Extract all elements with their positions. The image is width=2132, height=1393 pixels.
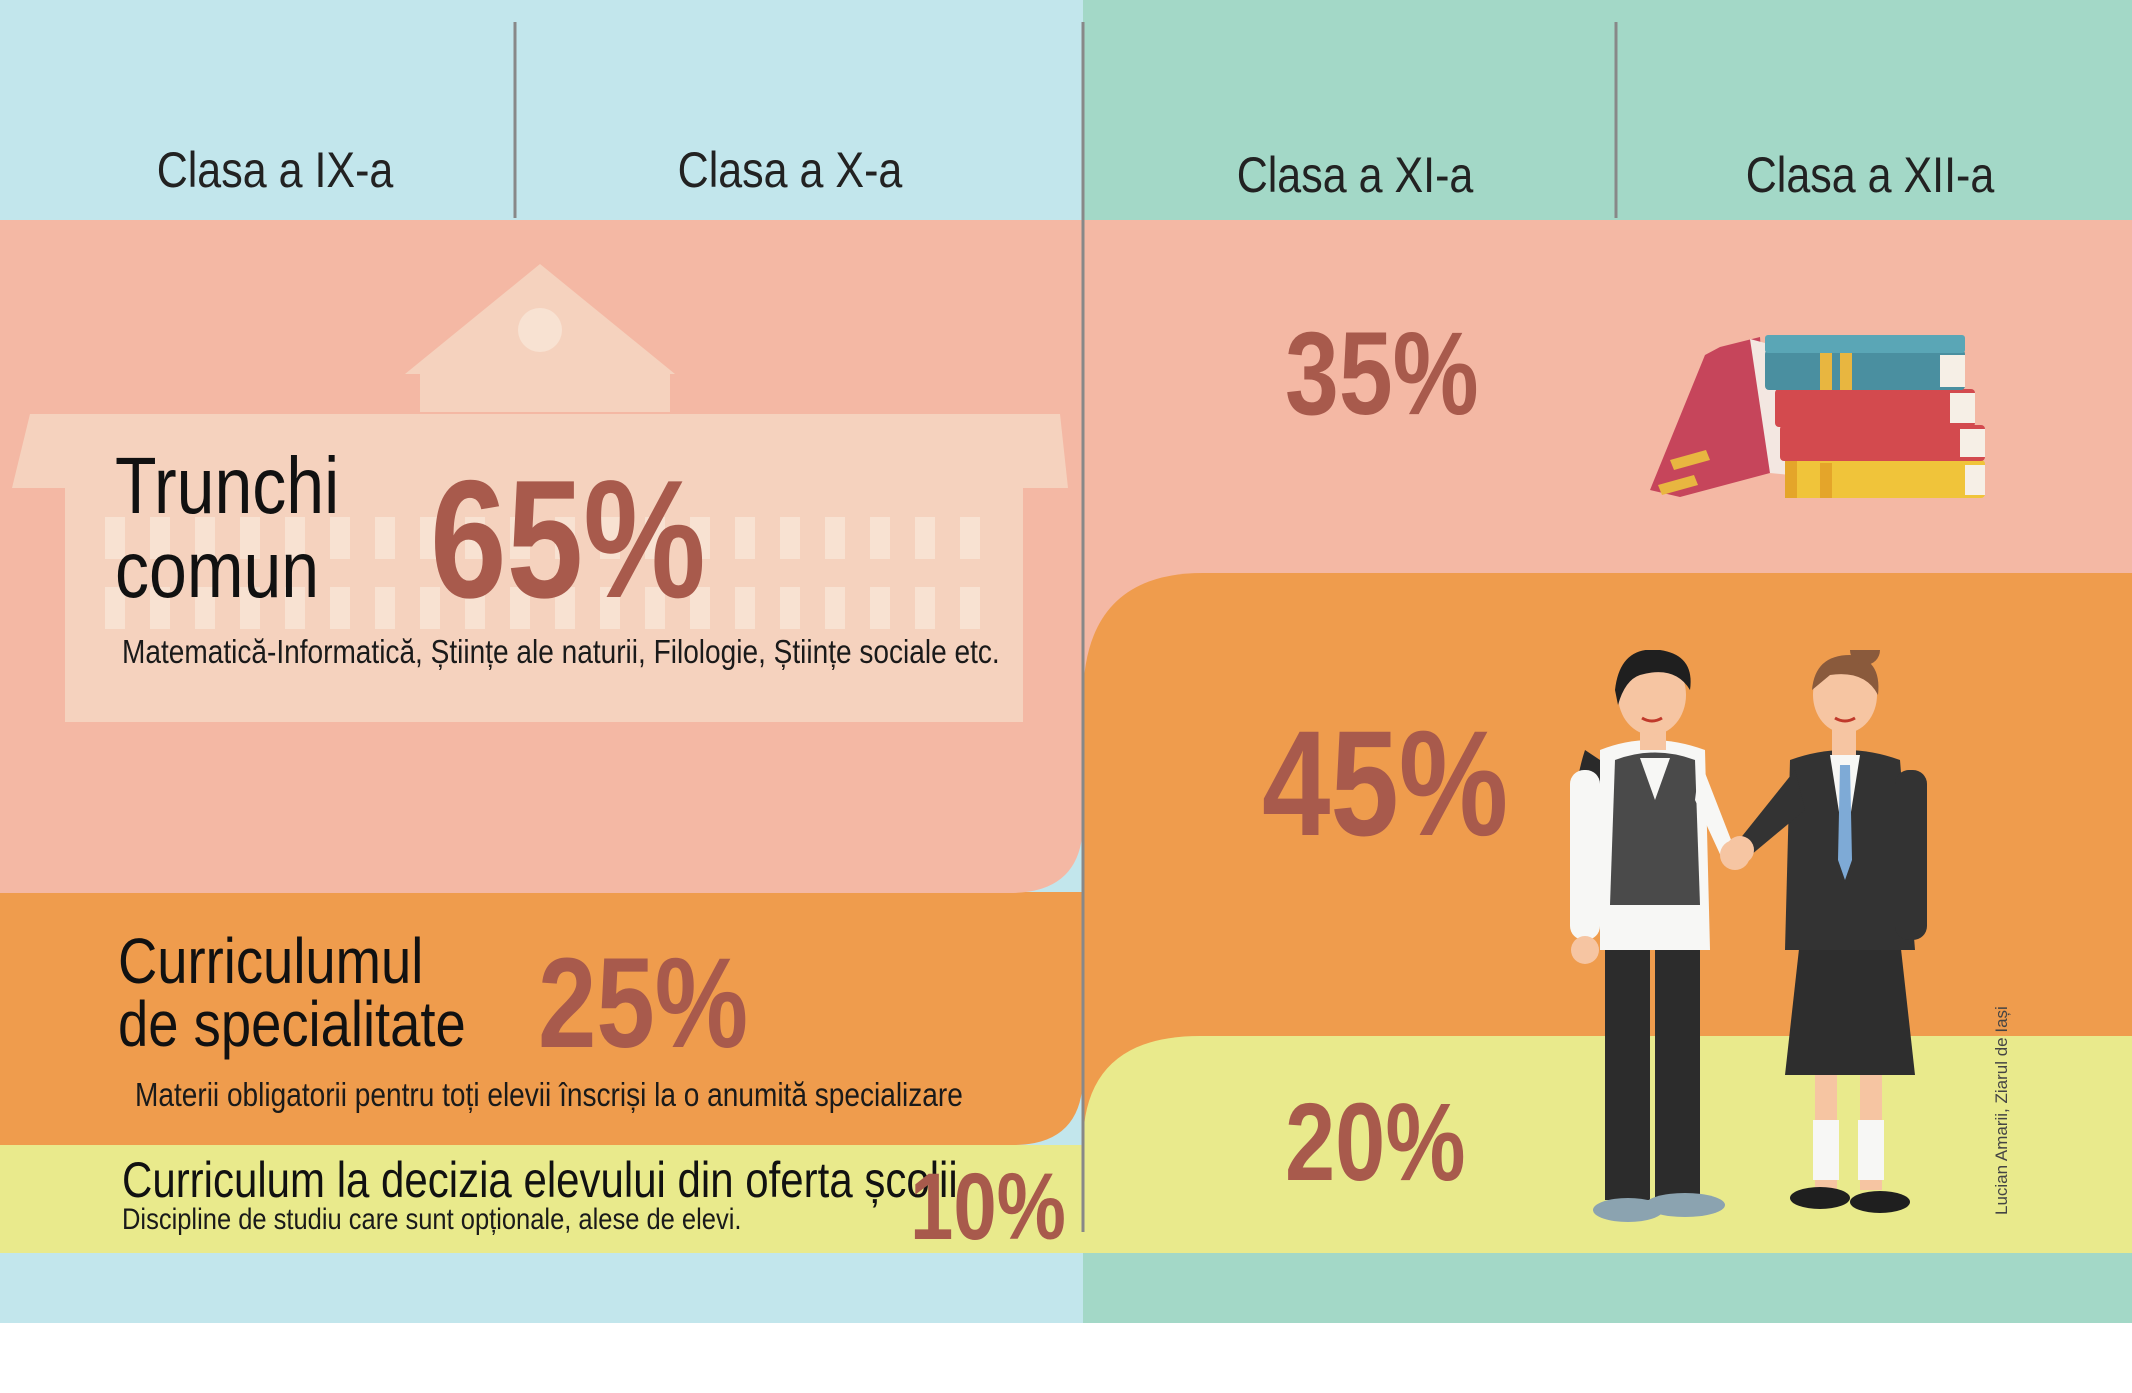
school-building-icon — [12, 264, 1068, 722]
girl-figure — [1726, 650, 1927, 1213]
header-clasa-ix: Clasa a IX-a — [156, 142, 394, 198]
students-illustration — [1570, 650, 1927, 1222]
trunchi-title-line1: Trunchi — [115, 441, 340, 530]
decizie-percent-left: 10% — [910, 1154, 1066, 1260]
trunchi-percent-left: 65% — [430, 445, 706, 633]
header-clasa-xi: Clasa a XI-a — [1236, 147, 1474, 203]
credit-text: Lucian Amarii, Ziarul de Iași — [1992, 1006, 2011, 1215]
specialitate-percent-right: 45% — [1262, 699, 1509, 867]
boy-figure — [1570, 650, 1750, 1222]
decizie-description: Discipline de studiu care sunt opționale… — [122, 1203, 742, 1236]
left-decizie-band — [0, 1145, 1083, 1253]
specialitate-description: Materii obligatorii pentru toți elevii î… — [135, 1076, 963, 1113]
trunchi-description: Matematică-Informatică, Științe ale natu… — [122, 633, 1000, 670]
header-clasa-x: Clasa a X-a — [677, 142, 903, 198]
book-stack-icon — [1650, 335, 1985, 498]
left-specialitate-band — [0, 892, 1083, 1145]
trunchi-percent-right: 35% — [1285, 308, 1479, 440]
specialitate-percent-left: 25% — [538, 932, 749, 1075]
specialitate-title-line2: de specialitate — [118, 988, 466, 1060]
trunchi-title-line2: comun — [115, 525, 320, 614]
specialitate-title-line1: Curriculumul — [118, 925, 424, 997]
decizie-title: Curriculum la decizia elevului din ofert… — [122, 1152, 958, 1208]
header-clasa-xii: Clasa a XII-a — [1745, 147, 1995, 203]
decizie-percent-right: 20% — [1285, 1081, 1466, 1204]
